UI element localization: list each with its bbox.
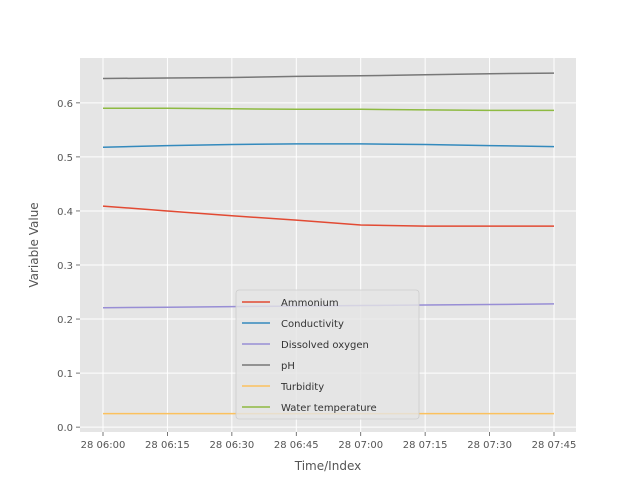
- legend-label-ph: pH: [281, 361, 295, 372]
- y-axis-label: Variable Value: [27, 202, 41, 287]
- x-axis-label: Time/Index: [294, 459, 361, 473]
- x-axis-ticks: 28 06:00 28 06:15 28 06:30 28 06:45 28 07:00…: [81, 432, 577, 451]
- legend: Ammonium Conductivity Dissolved oxygen pH Tu…: [235, 289, 420, 420]
- x-tick-label: 28 07:30: [467, 440, 512, 451]
- x-tick-label: 28 06:30: [209, 440, 254, 451]
- x-tick-label: 28 07:45: [532, 440, 577, 451]
- x-tick-label: 28 07:00: [338, 440, 383, 451]
- series-line-ph: [102, 72, 555, 80]
- legend-label-water-temperature: Water temperature: [281, 403, 377, 414]
- x-tick-label: 28 06:15: [145, 440, 190, 451]
- x-tick-label: 28 06:45: [274, 440, 319, 451]
- legend-label-ammonium: Ammonium: [281, 298, 339, 309]
- y-tick-label: 0.0: [57, 423, 73, 434]
- y-tick-label: 0.1: [57, 369, 73, 380]
- series-line-water-temperature: [103, 107, 554, 112]
- legend-label-dissolved-oxygen: Dissolved oxygen: [281, 340, 369, 351]
- y-tick-label: 0.3: [57, 261, 73, 272]
- legend-label-turbidity: Turbidity: [280, 382, 324, 393]
- y-tick-label: 0.5: [57, 153, 73, 164]
- x-tick-label: 28 06:00: [81, 440, 126, 451]
- y-tick-label: 0.4: [57, 207, 73, 218]
- y-tick-label: 0.6: [57, 99, 73, 110]
- y-tick-label: 0.2: [57, 315, 73, 326]
- legend-box: [235, 289, 420, 420]
- x-tick-label: 28 07:15: [403, 440, 448, 451]
- legend-label-conductivity: Conductivity: [281, 319, 344, 330]
- y-axis-ticks: 0.0 0.1 0.2 0.3 0.4 0.5 0.6: [57, 99, 80, 434]
- series-line-ammonium: [102, 205, 554, 227]
- series-line-conductivity: [102, 143, 555, 148]
